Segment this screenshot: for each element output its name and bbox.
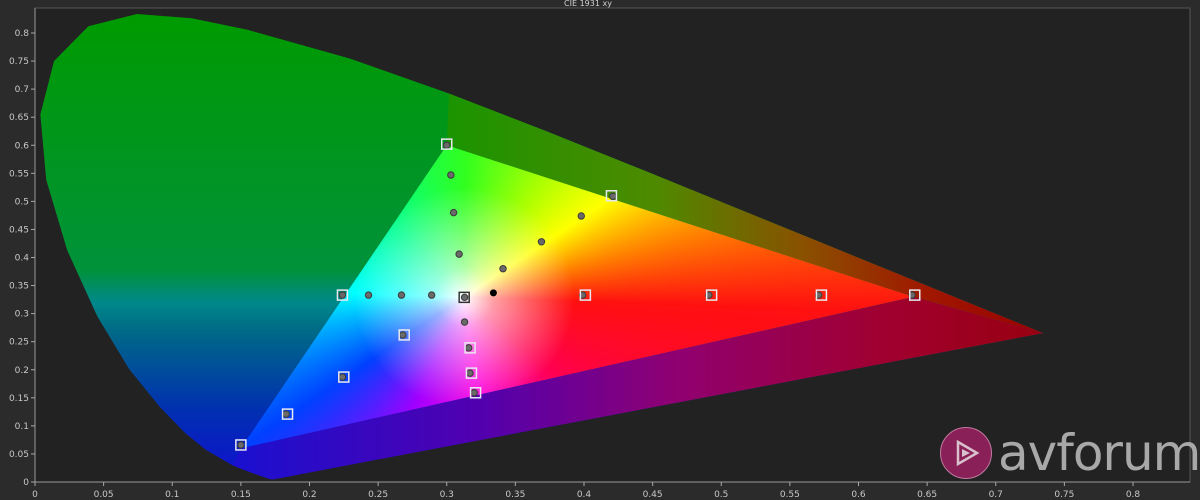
target-point xyxy=(464,342,476,354)
x-tick-label: 0.75 xyxy=(1054,490,1074,500)
target-point xyxy=(469,387,482,399)
target-point xyxy=(458,291,470,304)
x-tick-label: 0.15 xyxy=(231,490,251,500)
x-tick-label: 0 xyxy=(32,490,38,500)
x-tick-label: 0.2 xyxy=(302,490,316,500)
x-tick-label: 0.65 xyxy=(917,490,937,500)
y-tick-label: 0.5 xyxy=(15,197,29,207)
x-tick-label: 0.45 xyxy=(643,490,663,500)
y-tick-label: 0.65 xyxy=(9,113,29,123)
measured-point xyxy=(499,265,507,273)
target-point xyxy=(398,329,410,341)
target-point xyxy=(705,289,718,301)
target-point xyxy=(815,289,828,301)
avforums-logo: avforums xyxy=(940,426,1200,480)
y-tick-label: 0.35 xyxy=(9,282,29,292)
x-tick-label: 0.35 xyxy=(505,490,525,500)
measured-point xyxy=(609,192,617,201)
measured-point xyxy=(460,318,469,326)
target-point xyxy=(441,138,453,150)
target-point xyxy=(336,289,349,301)
x-tick-label: 0.25 xyxy=(368,490,388,500)
measured-point xyxy=(237,441,245,449)
x-tick-label: 0.3 xyxy=(440,490,454,500)
y-tick-label: 0.4 xyxy=(15,254,30,264)
y-tick-label: 0.6 xyxy=(15,141,30,151)
target-point xyxy=(605,190,618,202)
x-tick-label: 0.1 xyxy=(165,490,179,500)
axes: 0 0.05 0.1 0.15 0.2 0.25 0.3 0.35 0.4 0.45 0.5 0.55… xyxy=(9,8,1190,500)
y-tick-label: 0 xyxy=(23,478,29,488)
target-point xyxy=(281,408,294,420)
y-tick-label: 0.45 xyxy=(9,225,29,235)
y-tick-label: 0.55 xyxy=(9,169,29,179)
target-point xyxy=(909,289,921,301)
measured-point xyxy=(399,331,407,339)
measured-point xyxy=(537,238,546,246)
y-tick-label: 0.1 xyxy=(15,422,29,432)
reference-point xyxy=(489,289,497,297)
target-point xyxy=(338,371,350,383)
y-tick-label: 0.3 xyxy=(15,310,29,320)
measured-point xyxy=(443,141,451,149)
measured-point xyxy=(449,208,458,217)
x-tick-label: 0.7 xyxy=(989,490,1003,500)
measured-point xyxy=(447,171,455,179)
y-tick-label: 0.25 xyxy=(9,338,29,348)
purple-line-region xyxy=(232,296,1044,480)
x-tick-label: 0.8 xyxy=(1126,490,1141,500)
measured-point xyxy=(577,212,585,220)
chart-title: CIE 1931 xy xyxy=(564,0,612,8)
measured-point xyxy=(455,250,463,258)
measured-point xyxy=(338,291,347,299)
x-tick-label: 0.6 xyxy=(851,490,866,500)
x-tick-label: 0.55 xyxy=(780,490,800,500)
x-tick-label: 0.05 xyxy=(94,490,114,500)
target-point xyxy=(235,439,247,451)
measured-point xyxy=(364,291,373,299)
y-tick-label: 0.2 xyxy=(15,366,29,376)
measured-point xyxy=(466,369,474,377)
watermark-text: avforums xyxy=(998,424,1200,482)
measured-point xyxy=(470,389,478,397)
x-tick-label: 0.5 xyxy=(714,490,728,500)
y-tick-label: 0.8 xyxy=(15,29,30,39)
measured-point xyxy=(282,410,290,418)
measured-point xyxy=(465,344,473,352)
x-tick-label: 0.4 xyxy=(577,490,592,500)
green-red-region xyxy=(446,93,1044,334)
y-tick-label: 0.75 xyxy=(9,57,29,67)
measured-point xyxy=(460,293,469,302)
measured-point xyxy=(397,291,406,299)
y-tick-label: 0.15 xyxy=(9,394,29,404)
target-point xyxy=(579,289,592,301)
y-tick-label: 0.05 xyxy=(9,450,29,460)
target-point xyxy=(465,367,478,379)
y-tick-label: 0.7 xyxy=(15,85,29,95)
measured-point xyxy=(338,373,347,381)
measured-point xyxy=(427,291,436,299)
play-logo-icon xyxy=(940,427,992,479)
